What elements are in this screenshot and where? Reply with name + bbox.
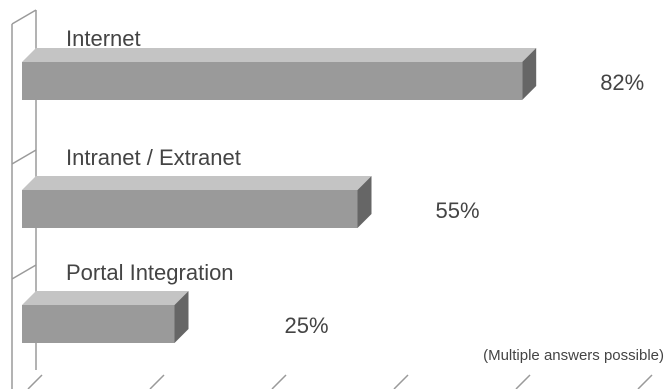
bar-side-face bbox=[357, 176, 372, 228]
bars bbox=[22, 48, 537, 343]
floor-tick bbox=[27, 374, 43, 389]
floor-tick bbox=[393, 374, 409, 389]
bar-top-face bbox=[22, 176, 372, 190]
value-label: 55% bbox=[436, 198, 480, 223]
bar-side-face bbox=[522, 48, 537, 100]
row-divider bbox=[11, 264, 37, 280]
axis-top-slant bbox=[11, 9, 37, 25]
row-divider bbox=[11, 149, 37, 165]
bar bbox=[22, 305, 175, 343]
floor-tick bbox=[637, 374, 653, 389]
category-label: Intranet / Extranet bbox=[66, 145, 241, 170]
value-label: 82% bbox=[600, 70, 644, 95]
bar bbox=[22, 190, 358, 228]
value-label: 25% bbox=[285, 313, 329, 338]
floor-tick bbox=[515, 374, 531, 389]
bar-top-face bbox=[22, 291, 189, 305]
bar-side-face bbox=[174, 291, 189, 343]
floor-tick bbox=[149, 374, 165, 389]
category-label: Internet bbox=[66, 26, 141, 51]
bar-top-face bbox=[22, 48, 537, 62]
bar bbox=[22, 62, 523, 100]
labels: Internet 82% Intranet / Extranet 55% Portal … bbox=[66, 26, 644, 338]
chart-annotation: (Multiple answers possible) bbox=[483, 347, 664, 364]
floor-tick bbox=[271, 374, 287, 389]
category-label: Portal Integration bbox=[66, 260, 234, 285]
